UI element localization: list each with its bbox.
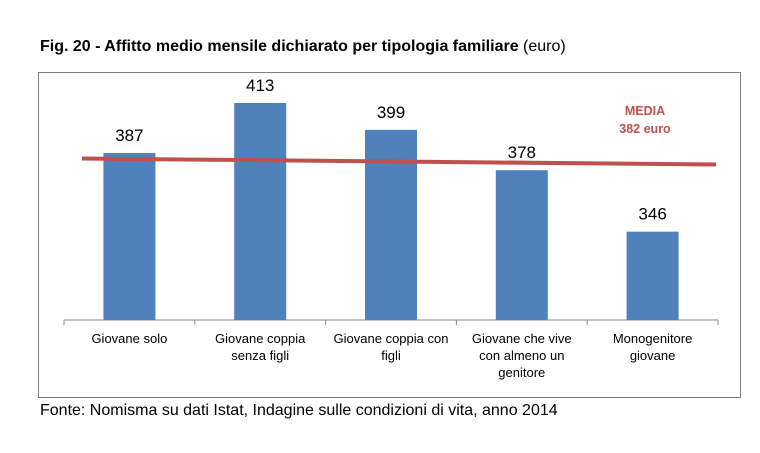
- data-label: 387: [115, 126, 143, 145]
- chart-title: Fig. 20 - Affitto medio mensile dichiara…: [40, 38, 566, 56]
- mean-label-value: 382 euro: [619, 122, 671, 136]
- chart-frame: [38, 72, 741, 398]
- mean-label-title: MEDIA: [624, 104, 666, 118]
- category-label: Monogenitore giovane: [612, 331, 693, 363]
- category-label: Giovane coppia con figli: [333, 331, 449, 363]
- bar: [234, 103, 287, 320]
- mean-label: MEDIA 382 euro: [600, 102, 690, 138]
- data-label: 378: [508, 143, 536, 162]
- data-label: 346: [638, 205, 666, 224]
- category-label: Giovane solo: [91, 331, 168, 346]
- source-note: Fonte: Nomisma su dati Istat, Indagine s…: [40, 402, 558, 419]
- bar: [365, 129, 417, 320]
- bar: [626, 231, 679, 320]
- bar: [495, 170, 548, 320]
- data-label: 399: [377, 103, 405, 122]
- mean-line: [81, 156, 717, 167]
- title-unit: (euro): [523, 38, 566, 55]
- category-label: Giovane che vive con almeno un genitore: [471, 331, 572, 380]
- bar: [103, 152, 156, 320]
- category-label: Giovane coppia senza figli: [215, 331, 306, 363]
- data-label: 413: [246, 76, 274, 95]
- title-text: Fig. 20 - Affitto medio mensile dichiara…: [40, 38, 519, 55]
